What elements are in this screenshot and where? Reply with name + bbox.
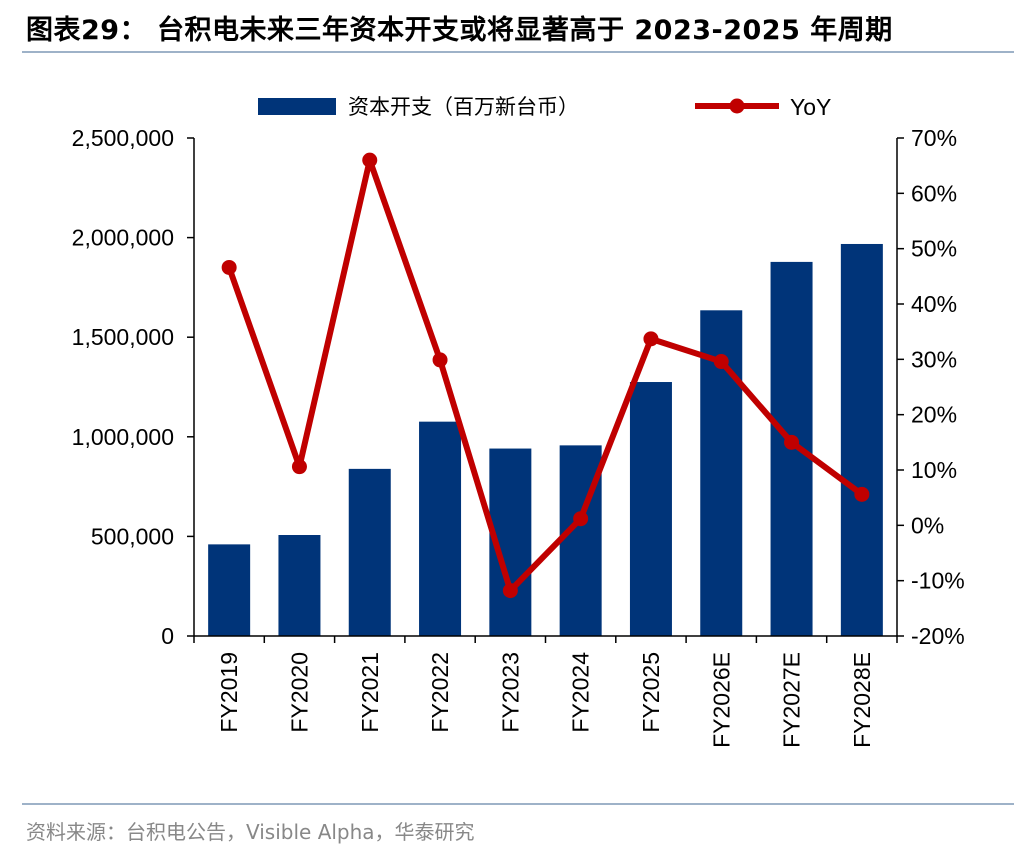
yoy-point-fy2026e	[713, 354, 729, 370]
right-tick-label: -10%	[911, 568, 965, 594]
right-tick-label: 30%	[911, 346, 957, 372]
capex-bar-fy2028e	[840, 243, 883, 636]
left-tick-label: 2,500,000	[72, 125, 174, 151]
right-tick-label: 50%	[911, 236, 957, 262]
capex-bar-fy2025	[629, 382, 672, 636]
yoy-point-fy2023	[502, 583, 518, 599]
x-category-label: FY2023	[497, 652, 523, 733]
yoy-point-fy2025	[643, 331, 659, 347]
capex-bar-fy2021	[348, 468, 391, 636]
left-tick-label: 0	[161, 623, 174, 649]
x-category-label: FY2020	[286, 652, 312, 733]
right-tick-label: 20%	[911, 402, 957, 428]
legend-bar-swatch	[258, 98, 336, 115]
yoy-point-fy2019	[221, 259, 237, 275]
legend-line-marker	[729, 98, 745, 114]
yoy-point-fy2021	[362, 152, 378, 168]
right-tick-label: 40%	[911, 291, 957, 317]
x-category-label: FY2025	[638, 652, 664, 733]
legend-yoy-label: YoY	[790, 94, 831, 120]
capex-bar-fy2020	[278, 535, 321, 636]
left-tick-label: 500,000	[91, 523, 174, 549]
x-category-label: FY2024	[568, 652, 594, 733]
footer-divider	[22, 803, 1014, 805]
yoy-point-fy2020	[291, 459, 307, 475]
right-tick-label: -20%	[911, 623, 965, 649]
page-title: 图表29： 台积电未来三年资本开支或将显著高于 2023-2025 年周期	[26, 15, 893, 46]
left-tick-label: 1,000,000	[72, 424, 174, 450]
left-tick-label: 2,000,000	[72, 225, 174, 251]
capex-bar-fy2019	[208, 544, 251, 636]
right-tick-label: 70%	[911, 125, 957, 151]
x-category-label: FY2019	[216, 652, 242, 733]
right-tick-label: 60%	[911, 180, 957, 206]
x-category-label: FY2028E	[849, 652, 875, 748]
right-tick-label: 0%	[911, 512, 944, 538]
title-divider	[22, 51, 1014, 53]
capex-bar-fy2022	[419, 421, 462, 636]
source-note: 资料来源：台积电公告，Visible Alpha，华泰研究	[26, 820, 475, 844]
x-category-label: FY2021	[357, 652, 383, 733]
legend-capex-label: 资本开支（百万新台币）	[348, 95, 579, 119]
x-category-label: FY2026E	[708, 652, 734, 748]
yoy-line	[226, 157, 865, 594]
yoy-point-fy2024	[573, 511, 589, 527]
right-tick-label: 10%	[911, 457, 957, 483]
capex-chart: 0 500,000 1,000,000 1,500,000 2,000,000 2,500…	[72, 94, 965, 748]
yoy-point-fy2027e	[784, 434, 800, 450]
yoy-point-fy2022	[432, 352, 448, 368]
x-category-label: FY2027E	[779, 652, 805, 748]
x-category-label: FY2022	[427, 652, 453, 733]
yoy-point-fy2028e	[854, 486, 870, 502]
left-tick-label: 1,500,000	[72, 324, 174, 350]
